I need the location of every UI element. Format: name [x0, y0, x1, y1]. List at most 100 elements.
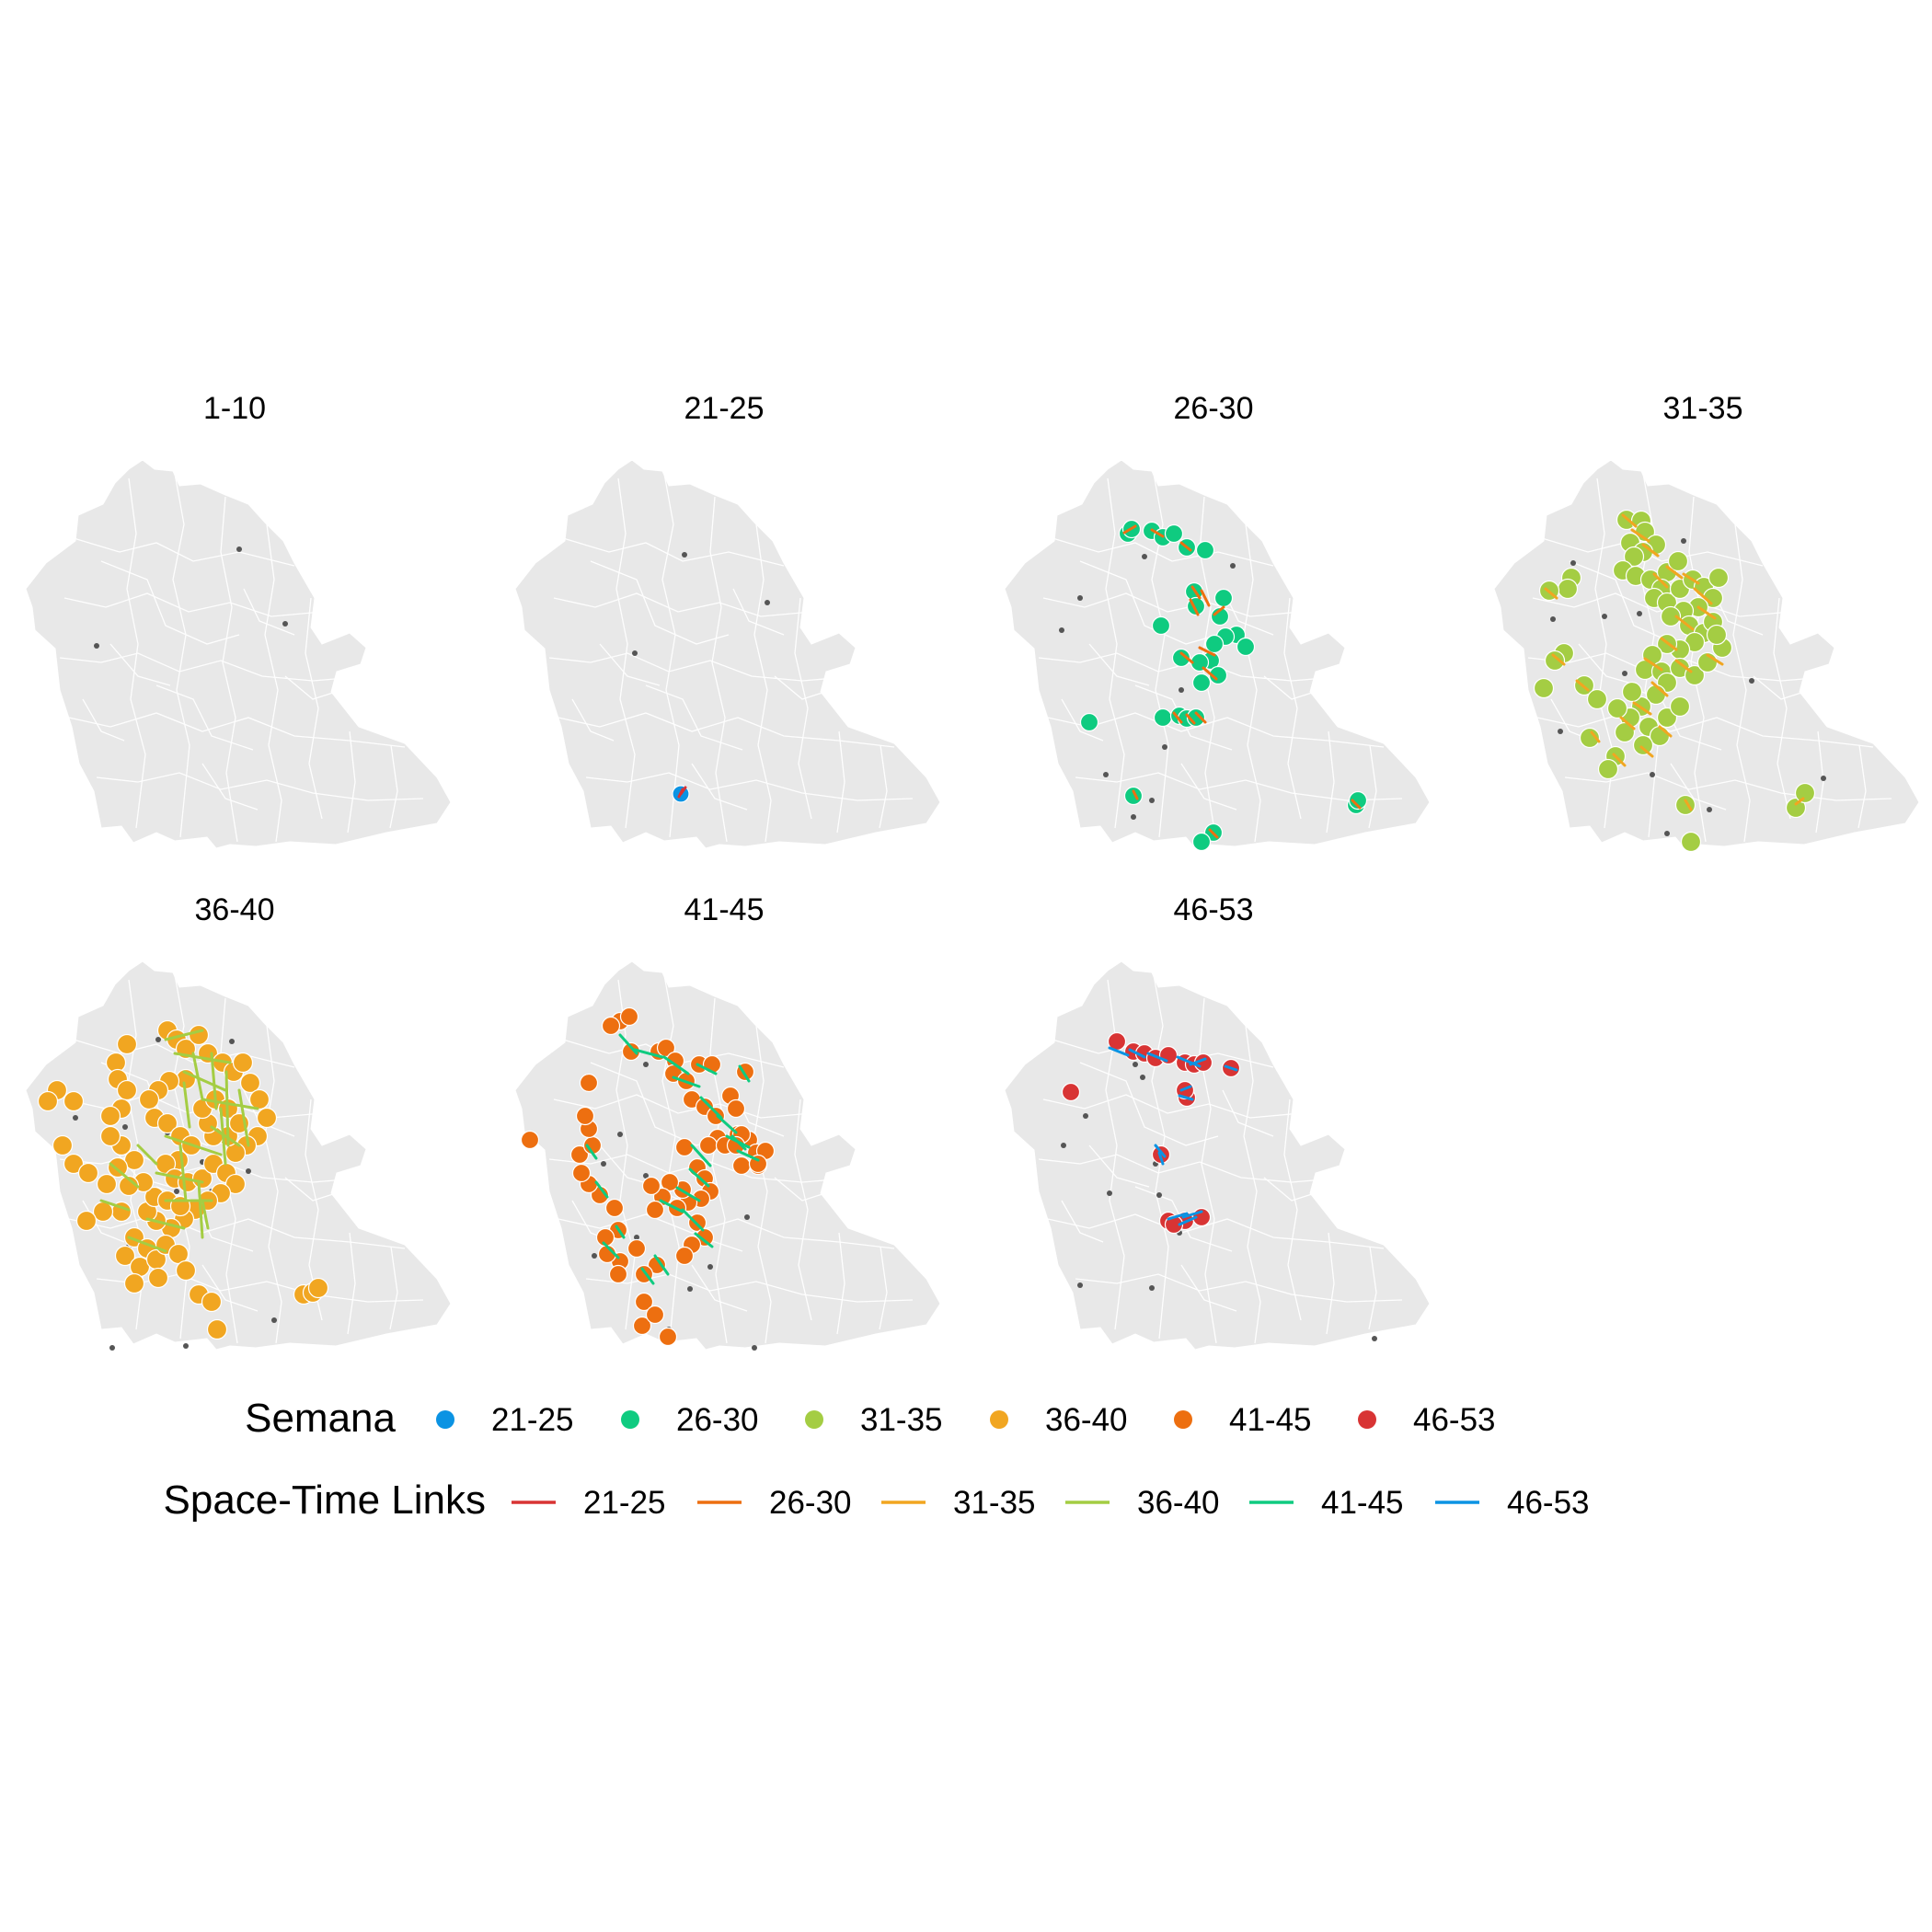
reference-point — [229, 1039, 235, 1044]
space-time-link — [201, 1098, 259, 1110]
space-time-link — [1643, 657, 1663, 672]
event-point — [307, 1277, 329, 1299]
space-time-link — [1650, 681, 1669, 697]
legend-label: 26-30 — [769, 1485, 852, 1521]
legend: Semana 21-25 26-30 31-35 36-40 41-45 46-53 Sp… — [164, 1396, 1590, 1523]
space-time-link — [210, 1125, 241, 1147]
reference-point — [1570, 560, 1576, 566]
event-point — [77, 1162, 99, 1184]
event-point — [1191, 832, 1212, 852]
reference-point — [1107, 1190, 1112, 1196]
space-time-link — [1544, 587, 1558, 600]
event-point — [608, 1264, 628, 1284]
space-time-link — [1590, 730, 1601, 743]
reference-point — [1059, 627, 1064, 633]
reference-point — [183, 1343, 189, 1349]
event-point — [188, 1024, 210, 1046]
space-time-link — [1146, 1052, 1168, 1063]
reference-point — [236, 546, 242, 552]
space-time-link — [224, 1070, 230, 1147]
space-time-link — [1639, 745, 1654, 758]
event-point — [1674, 794, 1696, 816]
space-time-link — [716, 1114, 738, 1134]
reference-point — [1131, 814, 1136, 820]
space-time-link — [677, 788, 684, 799]
reference-point — [1077, 595, 1083, 601]
reference-point — [1179, 687, 1184, 693]
space-time-link — [1176, 1055, 1202, 1068]
legend-label: 36-40 — [1045, 1402, 1128, 1438]
event-point — [1153, 707, 1173, 728]
space-time-link — [1157, 1151, 1165, 1166]
event-point — [674, 1137, 695, 1157]
map-panel-36-40: 36-40 — [26, 892, 451, 1351]
space-time-link — [197, 1180, 204, 1239]
space-time-link — [1224, 1064, 1238, 1072]
event-point — [645, 1305, 665, 1325]
map-panel-21-25: 21-25 — [515, 391, 940, 848]
space-time-link — [736, 1149, 760, 1162]
legend-label: 26-30 — [676, 1402, 759, 1438]
space-time-link — [1674, 659, 1693, 673]
space-time-link — [1179, 1085, 1192, 1092]
space-time-link — [696, 1063, 718, 1075]
reference-point — [682, 552, 687, 558]
space-time-link — [730, 1134, 747, 1151]
space-time-link — [1632, 701, 1652, 716]
space-time-link — [1630, 528, 1650, 543]
reference-point — [174, 1189, 179, 1194]
space-time-link — [127, 1236, 167, 1253]
reference-point — [1077, 1282, 1083, 1288]
map-panel-1-10: 1-10 — [26, 391, 451, 848]
event-point — [1794, 782, 1816, 804]
space-time-link — [675, 1186, 701, 1202]
event-point — [206, 1318, 228, 1340]
reference-point — [632, 650, 638, 656]
legend-label: 36-40 — [1137, 1485, 1220, 1521]
reference-point — [1149, 1285, 1155, 1291]
legend-label: 41-45 — [1321, 1485, 1404, 1521]
event-point — [698, 1135, 719, 1156]
reference-point — [122, 1124, 128, 1130]
event-point — [156, 1112, 178, 1134]
reference-point — [592, 1253, 597, 1259]
reference-point — [271, 1317, 277, 1323]
space-time-link — [594, 1180, 609, 1199]
space-time-link — [1189, 1057, 1207, 1066]
event-point — [37, 1090, 59, 1112]
space-time-link — [182, 1081, 191, 1129]
event-point — [1706, 624, 1728, 646]
reference-point — [643, 1062, 649, 1067]
space-time-link — [1693, 587, 1713, 605]
event-point — [726, 1098, 746, 1119]
event-point — [1348, 790, 1368, 811]
space-time-link — [237, 1088, 250, 1147]
space-time-link — [1682, 572, 1700, 585]
space-time-link — [690, 1144, 712, 1167]
event-point — [138, 1088, 160, 1110]
event-point — [248, 1088, 270, 1110]
event-point — [1785, 797, 1807, 819]
event-point — [1669, 696, 1691, 718]
reference-point — [1637, 611, 1642, 616]
panel-title: 46-53 — [1174, 892, 1254, 927]
space-time-link — [1181, 1210, 1203, 1219]
event-point — [232, 1052, 254, 1074]
space-time-link — [1674, 615, 1695, 631]
event-point — [1191, 673, 1212, 693]
event-point — [1579, 727, 1601, 749]
space-time-link — [1154, 1144, 1167, 1158]
event-point — [1208, 665, 1228, 685]
space-time-link — [1575, 679, 1590, 692]
reference-point — [1372, 1336, 1377, 1341]
event-point — [1213, 588, 1234, 608]
space-time-link — [1108, 1046, 1130, 1057]
event-point — [52, 1134, 74, 1156]
space-time-link — [699, 1096, 723, 1120]
event-point — [571, 1163, 592, 1183]
reference-point — [643, 1173, 649, 1179]
space-time-link — [1150, 528, 1165, 538]
space-time-link — [659, 1199, 684, 1213]
map-panel-31-35: 31-35 — [1494, 391, 1919, 853]
